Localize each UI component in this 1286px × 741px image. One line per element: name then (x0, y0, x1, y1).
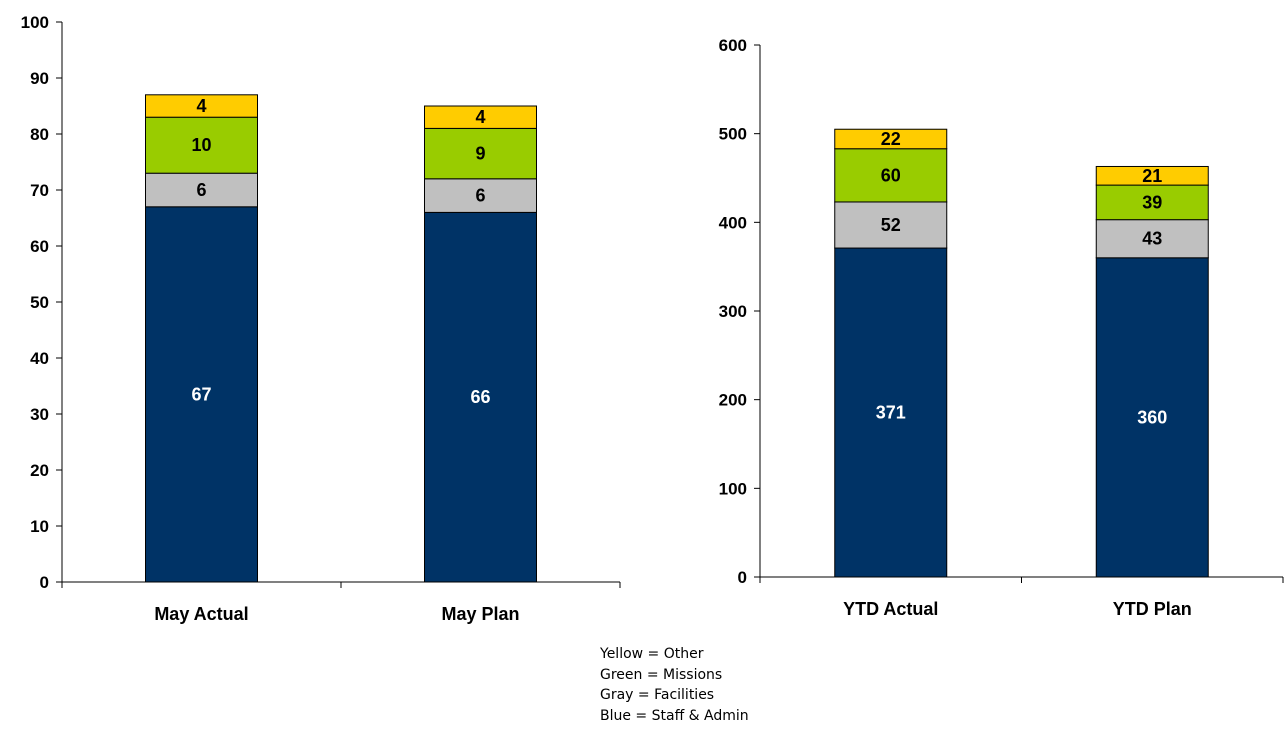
y-tick-label: 30 (30, 405, 49, 424)
y-tick-label: 70 (30, 181, 49, 200)
y-tick-label: 50 (30, 293, 49, 312)
data-label-missions: 60 (881, 165, 901, 185)
data-label-other: 4 (196, 96, 206, 116)
bar-segment-staff-admin (424, 211, 537, 583)
data-label-facilities: 6 (475, 186, 485, 206)
legend: Yellow = Other Green = Missions Gray = F… (600, 644, 749, 726)
legend-line-facilities: Gray = Facilities (600, 687, 715, 703)
y-tick-label: 600 (719, 36, 747, 55)
y-tick-label: 500 (719, 125, 747, 144)
data-label-staff-admin: 371 (876, 403, 906, 423)
data-label-missions: 9 (475, 144, 485, 164)
legend-line-missions: Green = Missions (600, 666, 723, 683)
bar-segment-missions (424, 127, 537, 180)
y-tick-label: 40 (30, 349, 49, 368)
data-label-facilities: 6 (196, 180, 206, 200)
data-label-staff-admin: 66 (470, 387, 490, 407)
bar-segment-other (834, 128, 948, 150)
legend-line-staff-admin: Blue = Staff & Admin (600, 707, 749, 724)
y-tick-label: 200 (719, 391, 747, 410)
y-tick-label: 0 (40, 573, 49, 592)
category-label: May Actual (154, 604, 248, 624)
category-label: YTD Plan (1113, 599, 1192, 619)
y-tick-label: 0 (738, 568, 747, 587)
legend-line-other: Yellow = Other (600, 646, 704, 662)
data-label-missions: 10 (191, 135, 211, 155)
bar-segment-facilities (145, 172, 258, 208)
y-tick-label: 20 (30, 461, 49, 480)
chart-2: 0 100 200 300 400 500 600 371 52 60 22 YTD Actual 36… (719, 36, 1284, 619)
y-tick-label: 300 (719, 302, 747, 321)
y-tick-label: 400 (719, 213, 747, 232)
bar-segment-other (145, 94, 258, 118)
bar-segment-other (424, 105, 537, 129)
y-tick-label: 100 (719, 479, 747, 498)
bar-segment-staff-admin (1095, 257, 1209, 578)
y-tick-label: 80 (30, 125, 49, 144)
bar-segment-staff-admin (834, 247, 948, 578)
category-label: YTD Actual (843, 599, 938, 619)
bar-segment-facilities (424, 178, 537, 213)
bar-segment-other (1095, 165, 1209, 186)
y-tick-label: 10 (30, 517, 49, 536)
data-label-staff-admin: 360 (1137, 407, 1167, 427)
y-tick-label: 100 (21, 13, 49, 32)
bar-segment-staff-admin (145, 206, 258, 583)
bar-segment-missions (145, 116, 258, 174)
y-tick-label: 60 (30, 237, 49, 256)
data-label-facilities: 52 (881, 215, 901, 235)
data-label-other: 22 (881, 129, 901, 149)
data-label-staff-admin: 67 (191, 384, 211, 404)
data-label-other: 4 (475, 107, 485, 127)
bar-segment-missions (1095, 184, 1209, 221)
y-tick-label: 90 (30, 69, 49, 88)
data-label-facilities: 43 (1142, 229, 1162, 249)
category-label: May Plan (441, 604, 519, 624)
data-label-missions: 39 (1142, 192, 1162, 212)
data-label-other: 21 (1142, 166, 1162, 186)
